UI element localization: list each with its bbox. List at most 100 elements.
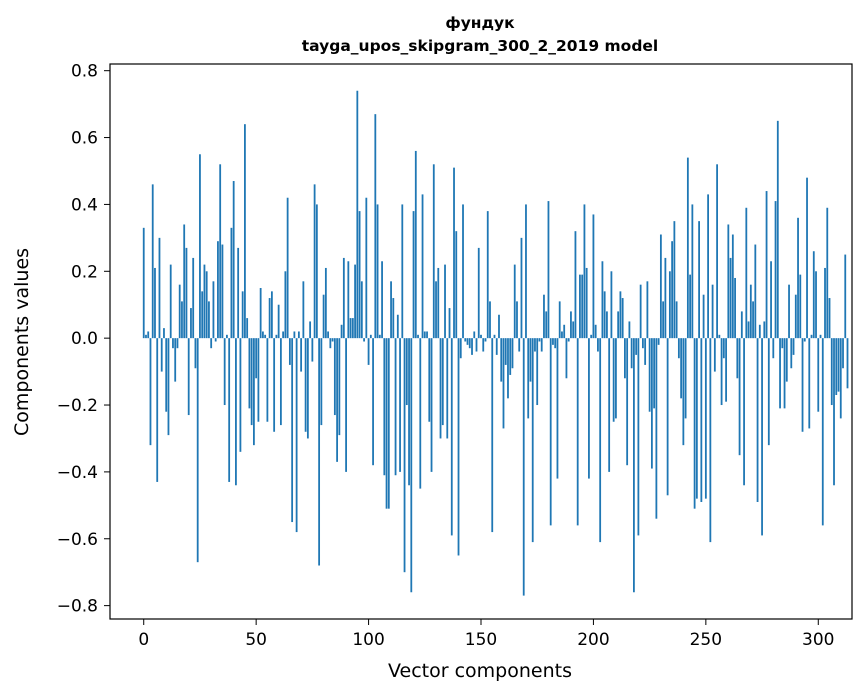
bar [304, 338, 307, 432]
bar [432, 164, 435, 339]
bar [279, 338, 282, 426]
bar [612, 338, 615, 422]
bar [471, 338, 473, 355]
bar [725, 338, 727, 402]
bar [257, 338, 260, 422]
bar [142, 227, 145, 339]
bar [333, 338, 336, 416]
bar [196, 338, 199, 563]
bar [259, 288, 262, 339]
bar [615, 338, 617, 419]
bar [507, 338, 509, 399]
bar [345, 338, 347, 472]
bar [752, 301, 754, 339]
bar [300, 338, 303, 372]
bar [659, 234, 662, 339]
bar [781, 338, 784, 349]
bar [491, 338, 494, 533]
bar [677, 338, 680, 359]
bar [275, 334, 278, 339]
y-tick-label: 0.2 [71, 262, 98, 282]
bar [671, 241, 674, 339]
bar [644, 338, 647, 365]
bar [680, 338, 683, 399]
bar [489, 301, 491, 339]
bar [151, 184, 154, 339]
bar [693, 338, 696, 509]
bar [635, 338, 638, 355]
bar [572, 321, 575, 339]
bar [210, 338, 213, 349]
bar [716, 164, 718, 339]
bar [273, 338, 276, 432]
y-tick-label: 0.4 [71, 195, 98, 215]
bar [183, 224, 186, 339]
bar [511, 338, 514, 369]
bar [408, 338, 410, 486]
bar [378, 334, 381, 339]
bar [268, 298, 271, 339]
bar [747, 321, 750, 339]
bar [223, 338, 226, 406]
bar [698, 221, 700, 339]
bar [599, 338, 602, 543]
bar [561, 331, 563, 339]
bar [284, 271, 287, 339]
bar [704, 338, 707, 499]
bar [336, 338, 338, 462]
bar [536, 338, 539, 406]
bar [543, 294, 545, 339]
bar [286, 197, 289, 339]
bar [779, 338, 781, 409]
bar [327, 331, 329, 339]
bar [576, 338, 579, 526]
bar [282, 331, 285, 339]
bar [147, 331, 150, 339]
bar [821, 338, 824, 526]
bar [181, 301, 183, 339]
bar [264, 334, 267, 339]
bar [579, 274, 581, 339]
y-tick-label: 0.0 [71, 329, 98, 349]
bar [592, 214, 595, 339]
y-axis-label: Components values [11, 248, 33, 436]
bar [842, 338, 844, 369]
bar [509, 338, 512, 375]
bar [722, 338, 725, 359]
bar [729, 257, 732, 339]
bar [374, 114, 377, 339]
bar [178, 284, 181, 339]
bar [673, 221, 676, 339]
y-tick-label: −0.6 [57, 530, 98, 550]
bar [770, 261, 772, 339]
bar [502, 338, 505, 429]
bar [457, 338, 460, 556]
bar [441, 338, 444, 426]
bar [167, 338, 170, 436]
bar [749, 284, 752, 339]
bar [731, 234, 734, 339]
bar [365, 197, 368, 339]
bar [493, 334, 496, 339]
bar [686, 157, 689, 339]
bar [563, 324, 566, 339]
bar [246, 318, 249, 339]
bar [495, 338, 498, 355]
bar [315, 204, 318, 339]
bar [788, 284, 790, 339]
bar [297, 331, 300, 339]
bar [808, 338, 811, 429]
bar [203, 264, 206, 339]
bar [657, 338, 660, 345]
bar [828, 298, 831, 339]
bar [646, 281, 649, 339]
bar [545, 311, 548, 339]
bar [707, 194, 709, 339]
bar [421, 194, 424, 339]
bar [738, 338, 741, 456]
bar [803, 338, 806, 342]
bar [794, 294, 797, 339]
bar [309, 321, 312, 339]
bar [468, 338, 471, 349]
bar [547, 201, 550, 339]
